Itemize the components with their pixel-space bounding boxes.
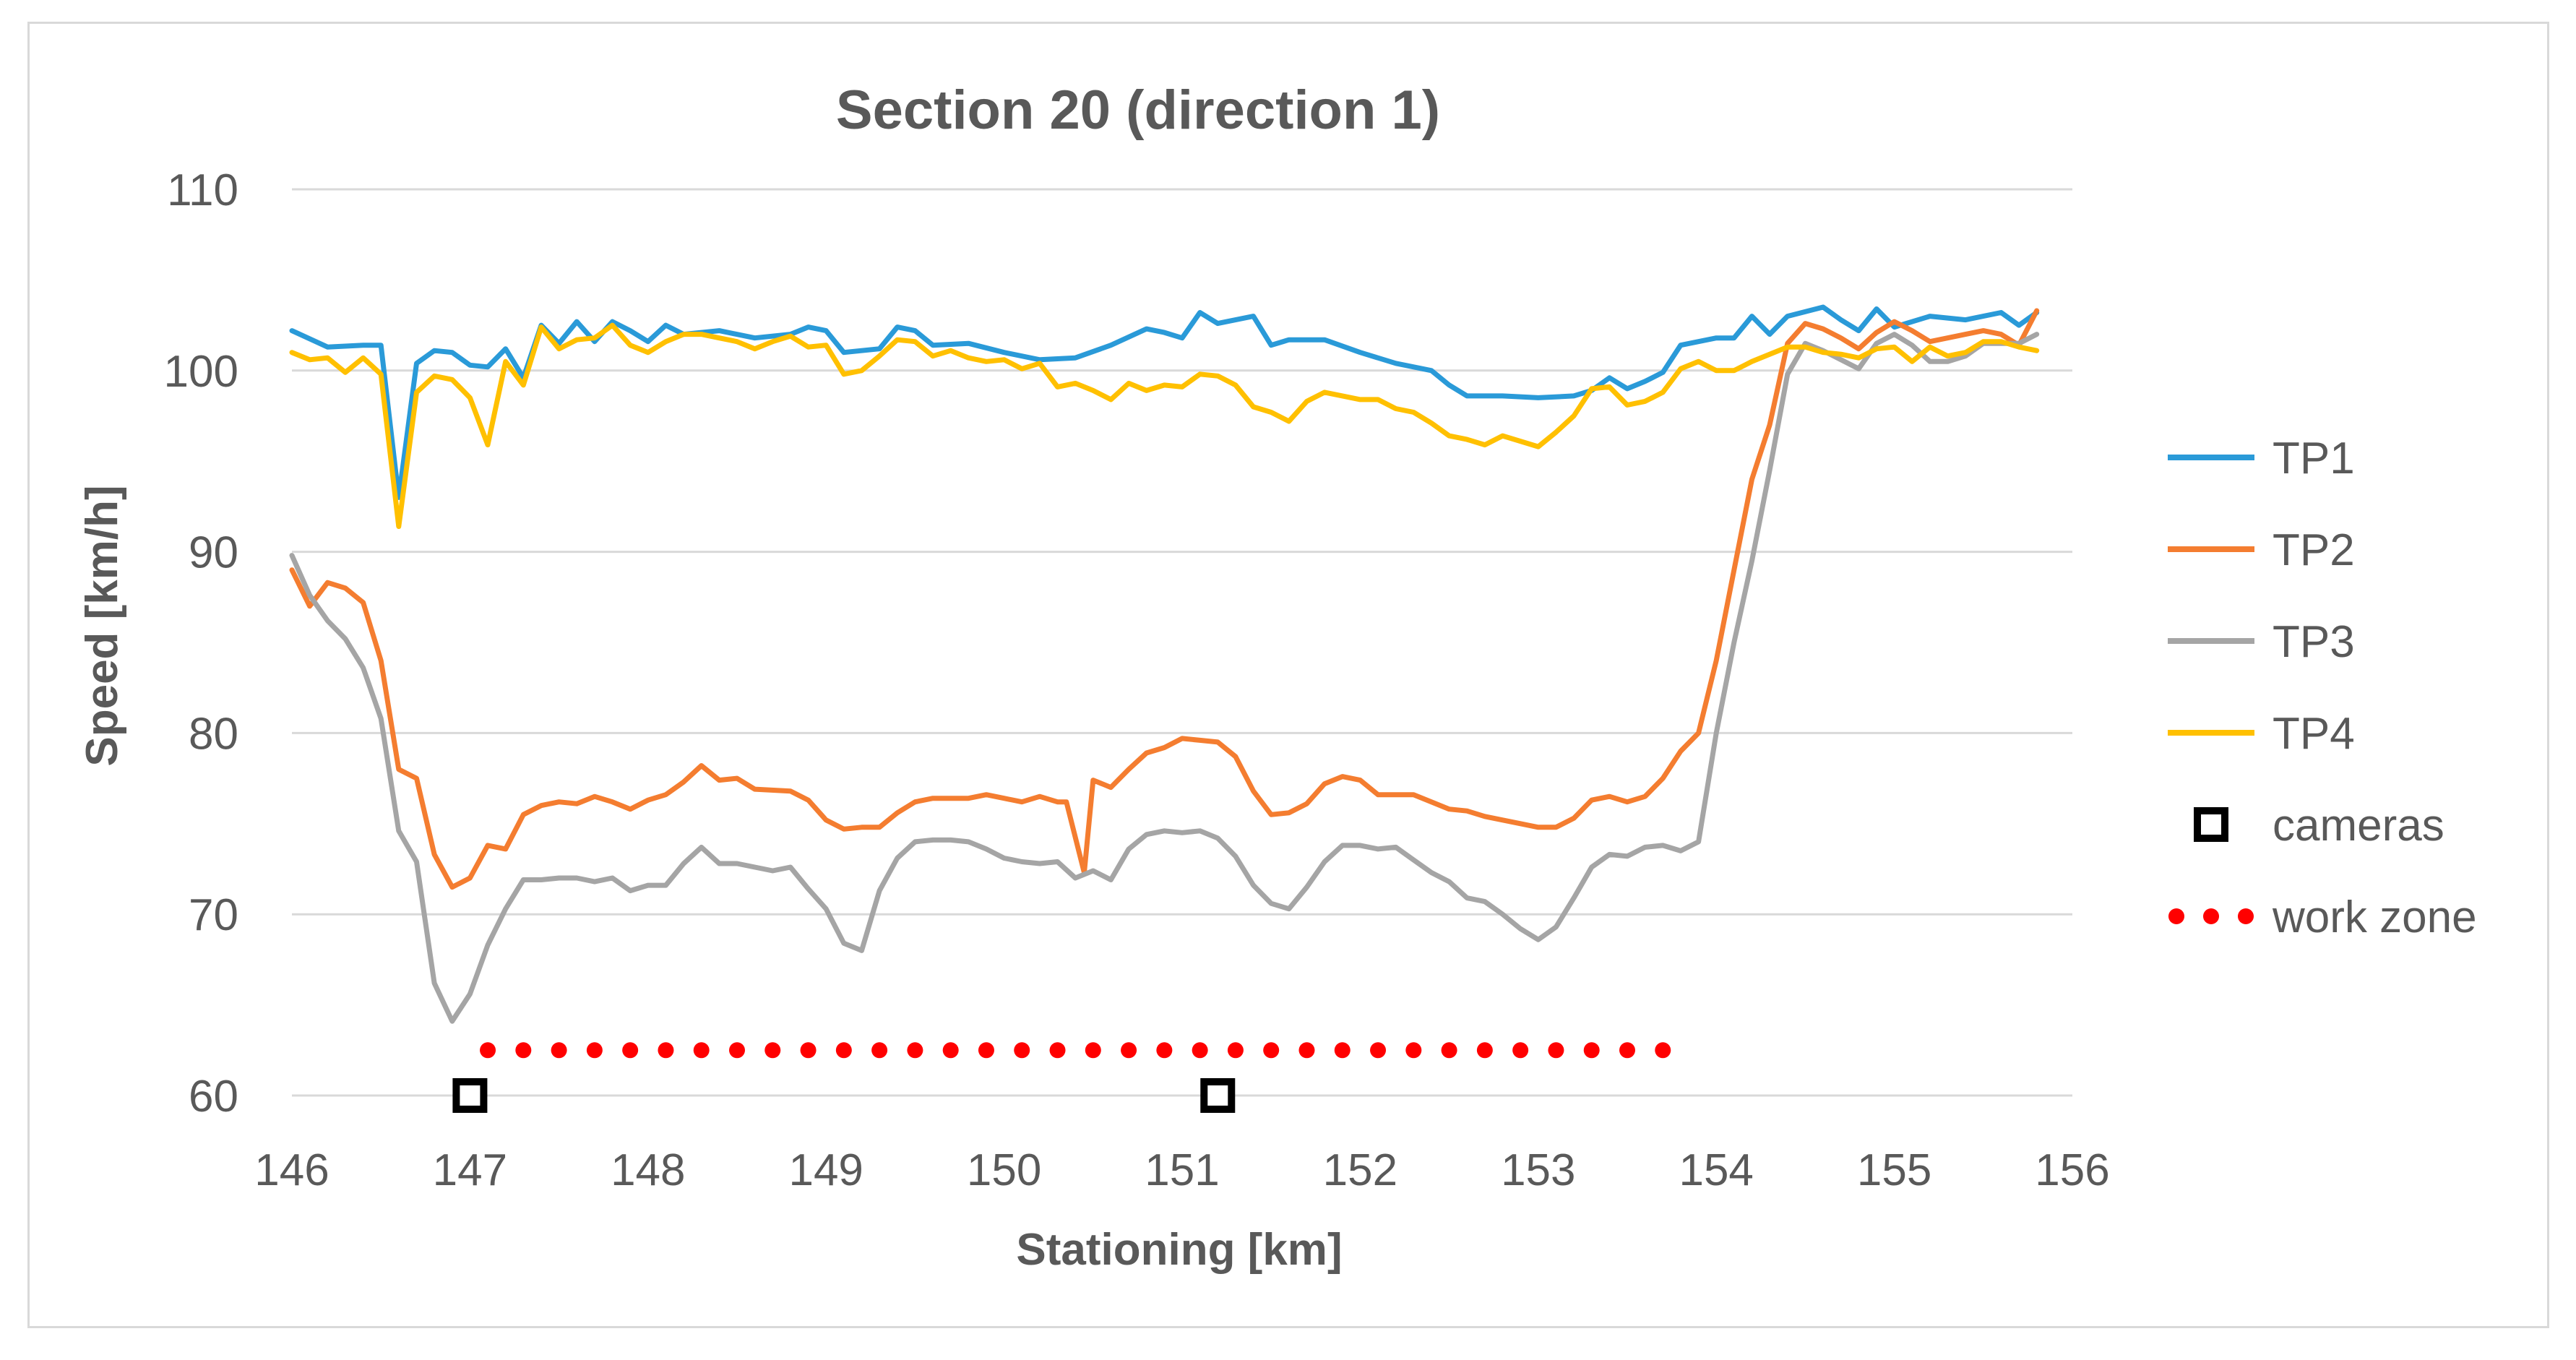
series-line-tp3 — [289, 332, 2040, 1024]
work-zone-dot — [1298, 1042, 1315, 1059]
legend: TP1 TP2 TP3 TP4 cameras work zone — [2168, 434, 2477, 942]
work-zone-dot — [515, 1042, 532, 1059]
x-tick-label: 151 — [1145, 1145, 1219, 1195]
legend-swatch-work-zone-dot — [2203, 908, 2219, 924]
x-tick-label: 152 — [1323, 1145, 1397, 1195]
work-zone-dot — [871, 1042, 888, 1059]
work-zone-dot — [764, 1042, 781, 1059]
work-zone-dot — [1512, 1042, 1529, 1059]
work-zone-dot — [1227, 1042, 1244, 1059]
y-tick-labels: 60 70 80 90 100 110 — [164, 165, 238, 1122]
work-zone-dot — [800, 1042, 817, 1059]
work-zone-dot — [1370, 1042, 1387, 1059]
series-line-tp2 — [289, 308, 2040, 890]
work-zone-dot — [1014, 1042, 1030, 1059]
work-zone-dot — [978, 1042, 994, 1059]
x-tick-label: 147 — [433, 1145, 507, 1195]
x-axis-title: Stationing [km] — [1016, 1225, 1342, 1275]
chart-frame — [27, 22, 2549, 1328]
legend-label-cameras: cameras — [2273, 801, 2444, 851]
work-zone-dot — [693, 1042, 710, 1059]
work-zone-dot — [1655, 1042, 1671, 1059]
x-tick-label: 153 — [1501, 1145, 1575, 1195]
legend-label-tp3: TP3 — [2273, 617, 2355, 667]
legend-swatch-cameras — [2194, 807, 2228, 842]
x-tick-label: 156 — [2035, 1145, 2109, 1195]
y-tick-label: 110 — [167, 165, 238, 215]
x-tick-labels: 146 147 148 149 150 151 152 153 154 155 156 — [254, 1145, 2109, 1195]
legend-label-tp4: TP4 — [2273, 709, 2355, 759]
y-tick-label: 80 — [189, 709, 238, 759]
markers — [452, 1042, 1671, 1113]
work-zone-dot — [480, 1042, 496, 1059]
work-zone-dot — [1192, 1042, 1208, 1059]
work-zone-dot — [551, 1042, 567, 1059]
work-zone-dot — [1476, 1042, 1493, 1059]
legend-label-work-zone: work zone — [2272, 892, 2477, 942]
legend-swatch-work-zone-dot — [2168, 908, 2184, 924]
work-zone-dot — [1548, 1042, 1564, 1059]
chart-title: Section 20 (direction 1) — [836, 79, 1440, 141]
work-zone-dot — [1049, 1042, 1066, 1059]
work-zone-dot — [1619, 1042, 1635, 1059]
series-line-tp4 — [289, 322, 2040, 529]
x-tick-label: 154 — [1679, 1145, 1753, 1195]
work-zone-dot — [1405, 1042, 1422, 1059]
x-tick-label: 150 — [967, 1145, 1041, 1195]
y-axis-title: Speed [km/h] — [77, 485, 127, 766]
x-tick-label: 149 — [788, 1145, 863, 1195]
y-tick-label: 70 — [189, 890, 238, 940]
legend-label-tp1: TP1 — [2273, 434, 2355, 483]
work-zone-dot — [622, 1042, 639, 1059]
y-tick-label: 60 — [189, 1072, 238, 1122]
x-tick-label: 148 — [611, 1145, 685, 1195]
legend-swatch-work-zone-dot — [2238, 908, 2254, 924]
work-zone-dot — [729, 1042, 745, 1059]
series-lines — [289, 304, 2040, 1024]
work-zone-dot — [907, 1042, 923, 1059]
x-tick-label: 146 — [254, 1145, 329, 1195]
work-zone-dot — [1263, 1042, 1280, 1059]
work-zone-dot — [1441, 1042, 1457, 1059]
camera-marker — [1200, 1078, 1236, 1113]
work-zone-dot — [586, 1042, 603, 1059]
work-zone-dot — [1583, 1042, 1600, 1059]
work-zone-dot — [1085, 1042, 1101, 1059]
work-zone-dot — [942, 1042, 959, 1059]
camera-marker — [452, 1078, 488, 1113]
legend-label-tp2: TP2 — [2273, 525, 2355, 575]
work-zone-dot — [835, 1042, 852, 1059]
work-zone-dot — [658, 1042, 674, 1059]
work-zone-dot — [1156, 1042, 1173, 1059]
work-zone-dot — [1334, 1042, 1351, 1059]
y-tick-label: 100 — [164, 347, 238, 397]
x-tick-label: 155 — [1857, 1145, 1931, 1195]
work-zone-dot — [1121, 1042, 1137, 1059]
y-tick-label: 90 — [189, 528, 238, 578]
gridlines — [292, 188, 2072, 916]
